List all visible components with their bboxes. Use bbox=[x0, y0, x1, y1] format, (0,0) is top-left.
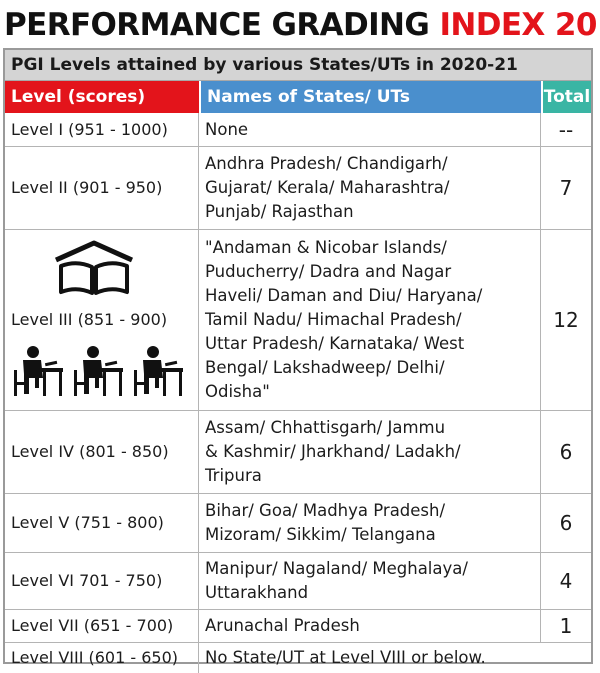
level-cell: Level V (751 - 800) bbox=[5, 494, 199, 552]
names-cell: Andhra Pradesh/ Chandigarh/ Gujarat/ Ker… bbox=[199, 147, 541, 229]
total-cell: 4 bbox=[559, 569, 573, 593]
names-cell: "Andaman & Nicobar Islands/ Puducherry/ … bbox=[199, 230, 541, 410]
level-cell: Level II (901 - 950) bbox=[5, 147, 199, 229]
total-cell: -- bbox=[558, 117, 574, 142]
total-cell: 12 bbox=[553, 308, 579, 332]
total-cell: 1 bbox=[559, 614, 573, 638]
names-cell: Manipur/ Nagaland/ Meghalaya/ Uttarakhan… bbox=[199, 553, 541, 609]
table-row-level-5: Level V (751 - 800) Bihar/ Goa/ Madhya P… bbox=[5, 494, 591, 553]
level-cell: Level VII (651 - 700) bbox=[5, 610, 199, 642]
level-cell: Level IV (801 - 850) bbox=[5, 411, 199, 493]
students-at-desks-icon bbox=[14, 346, 183, 396]
open-book-icon bbox=[54, 240, 134, 295]
total-cell: 6 bbox=[559, 511, 573, 535]
header-names: Names of States/ UTs bbox=[201, 81, 541, 113]
names-cell: Assam/ Chhattisgarh/ Jammu & Kashmir/ Jh… bbox=[199, 411, 541, 493]
total-cell: 6 bbox=[559, 440, 573, 464]
names-cell: None bbox=[199, 113, 541, 146]
level-cell-with-icons: Level III (851 - 900) bbox=[5, 230, 199, 410]
names-cell: Bihar/ Goa/ Madhya Pradesh/ Mizoram/ Sik… bbox=[199, 494, 541, 552]
header-level: Level (scores) bbox=[5, 81, 199, 113]
page-title: PERFORMANCE GRADING INDEX 2020-21 bbox=[4, 2, 598, 48]
table-row-level-1: Level I (951 - 1000) None -- bbox=[5, 113, 591, 147]
names-cell-merged: No State/UT at Level VIII or below. bbox=[205, 648, 486, 667]
pgi-table: Level (scores) Names of States/ UTs Tota… bbox=[5, 81, 591, 673]
table-row-level-4: Level IV (801 - 850) Assam/ Chhattisgarh… bbox=[5, 411, 591, 494]
level-cell: Level VI 701 - 750) bbox=[5, 553, 199, 609]
title-part-2: INDEX 2020-21 bbox=[439, 7, 598, 43]
title-part-1: PERFORMANCE GRADING bbox=[4, 7, 440, 43]
table-header-row: Level (scores) Names of States/ UTs Tota… bbox=[5, 81, 591, 113]
total-cell: 7 bbox=[559, 176, 573, 200]
table-row-level-7: Level VII (651 - 700) Arunachal Pradesh … bbox=[5, 610, 591, 643]
level-label: Level III (851 - 900) bbox=[11, 310, 168, 329]
table-row-level-6: Level VI 701 - 750) Manipur/ Nagaland/ M… bbox=[5, 553, 591, 610]
header-total: Total bbox=[543, 81, 591, 113]
pgi-table-frame: PGI Levels attained by various States/UT… bbox=[3, 48, 593, 673]
table-row-level-2: Level II (901 - 950) Andhra Pradesh/ Cha… bbox=[5, 147, 591, 230]
table-subtitle: PGI Levels attained by various States/UT… bbox=[5, 50, 591, 81]
level-cell: Level VIII (601 - 650) bbox=[5, 643, 199, 673]
names-cell: Arunachal Pradesh bbox=[199, 610, 541, 642]
table-row-level-3: Level III (851 - 900) bbox=[5, 230, 591, 411]
table-row-level-8: Level VIII (601 - 650) No State/UT at Le… bbox=[5, 643, 591, 673]
level-cell: Level I (951 - 1000) bbox=[5, 113, 199, 146]
